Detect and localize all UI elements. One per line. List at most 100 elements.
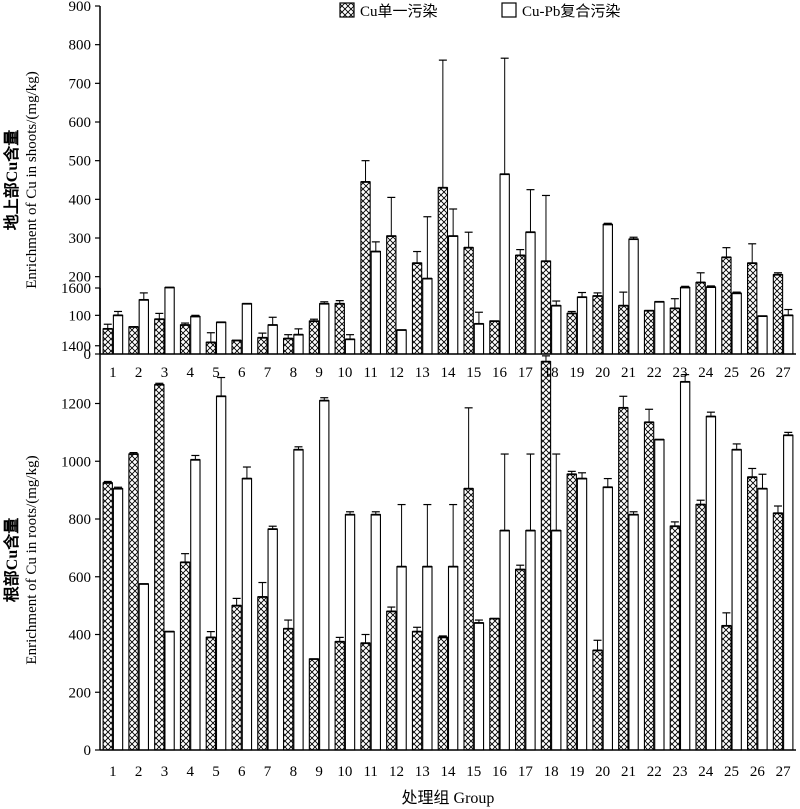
roots-x-tick-label: 22 bbox=[647, 764, 662, 780]
shoots-bar-cu-pb-2 bbox=[138, 299, 149, 355]
roots-bar-cu-single-23 bbox=[669, 525, 681, 751]
shoots-bar-cu-single-23 bbox=[669, 307, 681, 355]
roots-x-tick-label: 26 bbox=[750, 764, 766, 780]
shoots-bar-cu-single-5 bbox=[205, 341, 217, 355]
roots-bar-cu-pb-4 bbox=[190, 459, 201, 751]
roots-bar-cu-single-17 bbox=[515, 568, 526, 751]
roots-x-tick-label: 18 bbox=[544, 764, 559, 780]
roots-x-tick-label: 23 bbox=[673, 764, 688, 780]
roots-bar-cu-single-16 bbox=[489, 618, 500, 751]
roots-bar-cu-single-15 bbox=[463, 488, 474, 751]
roots-x-tick-label: 11 bbox=[363, 764, 377, 780]
roots-bar-cu-pb-20 bbox=[602, 486, 613, 751]
roots-x-tick-label: 2 bbox=[135, 764, 143, 780]
shoots-x-tick-label: 12 bbox=[389, 365, 404, 381]
shoots-bar-cu-single-19 bbox=[566, 312, 577, 355]
shoots-x-tick-label: 1 bbox=[109, 365, 117, 381]
shoots-x-tick-label: 26 bbox=[750, 365, 766, 381]
roots-x-tick-label: 27 bbox=[776, 764, 792, 780]
roots-bar-cu-pb-23 bbox=[679, 381, 691, 751]
shoots-bar-cu-pb-14 bbox=[447, 235, 459, 355]
roots-x-axis-ticks: 1 2 3 4 5 6 7 8 9 10 11 12 13 14 15 16 17 18 19 20 21 22 23 24 2… bbox=[109, 764, 791, 780]
shoots-bar-cu-single-10 bbox=[334, 303, 345, 355]
shoots-bar-cu-single-8 bbox=[283, 337, 294, 355]
roots-bar-cu-single-22 bbox=[643, 421, 655, 751]
roots-bar-cu-single-25 bbox=[721, 625, 732, 751]
roots-bar-cu-pb-11 bbox=[370, 514, 381, 751]
roots-bar-cu-pb-9 bbox=[319, 400, 330, 751]
roots-bar-cu-pb-15 bbox=[473, 622, 485, 751]
shoots-bar-cu-pb-15 bbox=[473, 323, 485, 355]
shoots-bar-cu-pb-7 bbox=[267, 324, 278, 355]
roots-x-tick-label: 25 bbox=[724, 764, 739, 780]
shoots-bar-cu-single-14 bbox=[437, 187, 449, 355]
shoots-bar-cu-single-6 bbox=[231, 339, 242, 355]
shoots-x-tick-label: 19 bbox=[569, 365, 584, 381]
shoots-y-label-en: Enrichment of Cu in shoots/(mg/kg) bbox=[24, 71, 40, 288]
roots-bar-cu-pb-27 bbox=[783, 434, 794, 751]
shoots-y-tick-label: 600 bbox=[69, 115, 92, 131]
shoots-y-tick-label: 900 bbox=[69, 0, 92, 15]
shoots-bar-cu-pb-21 bbox=[628, 238, 639, 355]
roots-bar-cu-pb-8 bbox=[293, 449, 304, 751]
roots-x-tick-label: 15 bbox=[466, 764, 481, 780]
shoots-bar-cu-pb-16 bbox=[499, 173, 510, 355]
shoots-x-tick-label: 21 bbox=[621, 365, 636, 381]
shoots-x-tick-label: 17 bbox=[518, 365, 534, 381]
shoots-bar-cu-pb-22 bbox=[654, 301, 665, 355]
roots-bar-cu-pb-24 bbox=[705, 415, 717, 751]
shoots-bar-cu-single-2 bbox=[128, 326, 139, 355]
roots-bar-cu-pb-2 bbox=[138, 583, 149, 751]
roots-bar-cu-pb-10 bbox=[344, 514, 356, 751]
roots-bar-cu-single-18 bbox=[540, 361, 552, 751]
shoots-y-tick-label: 400 bbox=[69, 192, 92, 208]
shoots-bar-cu-single-7 bbox=[257, 337, 268, 355]
shoots-bar-cu-single-1 bbox=[102, 328, 113, 355]
legend-label-cu-pb: Cu-Pb复合污染 bbox=[522, 2, 620, 20]
roots-x-tick-label: 21 bbox=[621, 764, 636, 780]
roots-bar-cu-pb-12 bbox=[396, 566, 407, 751]
roots-x-tick-label: 14 bbox=[441, 764, 457, 780]
shoots-bar-cu-pb-9 bbox=[319, 303, 330, 355]
roots-bar-cu-single-27 bbox=[772, 512, 784, 751]
roots-x-tick-label: 8 bbox=[290, 764, 298, 780]
roots-y-tick-label: 1600 bbox=[61, 281, 91, 297]
shoots-x-tick-label: 16 bbox=[492, 365, 508, 381]
roots-y-tick-label: 800 bbox=[69, 512, 92, 528]
shoots-x-tick-label: 9 bbox=[315, 365, 323, 381]
roots-bar-cu-pb-22 bbox=[654, 439, 665, 751]
roots-bar-cu-single-13 bbox=[411, 631, 423, 751]
shoots-bar-cu-pb-10 bbox=[344, 338, 356, 355]
shoots-bar-cu-single-15 bbox=[463, 247, 474, 355]
shoots-bar-cu-single-9 bbox=[308, 320, 320, 355]
shoots-bar-cu-single-21 bbox=[618, 305, 629, 355]
shoots-y-tick-label: 100 bbox=[69, 308, 92, 324]
shoots-bar-cu-single-25 bbox=[721, 256, 732, 355]
roots-bar-cu-pb-3 bbox=[164, 631, 175, 751]
roots-bar-cu-pb-21 bbox=[628, 514, 639, 751]
shoots-bar-cu-pb-19 bbox=[576, 296, 588, 355]
shoots-bar-cu-single-13 bbox=[411, 262, 423, 355]
roots-bar-cu-single-9 bbox=[308, 658, 320, 751]
roots-bars bbox=[102, 355, 794, 751]
roots-bar-cu-single-1 bbox=[102, 482, 113, 751]
roots-bar-cu-single-14 bbox=[437, 636, 449, 751]
shoots-bar-cu-single-4 bbox=[179, 324, 191, 355]
roots-x-tick-label: 24 bbox=[698, 764, 714, 780]
roots-bar-cu-single-6 bbox=[231, 605, 242, 751]
roots-bar-cu-single-3 bbox=[154, 384, 165, 751]
roots-bar-cu-pb-16 bbox=[499, 529, 510, 751]
roots-x-tick-label: 10 bbox=[337, 764, 352, 780]
roots-bar-cu-pb-6 bbox=[241, 478, 253, 751]
shoots-x-tick-label: 2 bbox=[135, 365, 143, 381]
shoots-y-label-cn: 地上部Cu含量 bbox=[2, 130, 21, 230]
roots-x-tick-label: 13 bbox=[415, 764, 430, 780]
roots-x-tick-label: 5 bbox=[212, 764, 220, 780]
shoots-x-tick-label: 3 bbox=[161, 365, 169, 381]
shoots-x-axis-ticks: 1234567891011121314151617181920212223242… bbox=[109, 365, 791, 381]
shoots-x-tick-label: 5 bbox=[212, 365, 220, 381]
shoots-bar-cu-single-12 bbox=[386, 235, 397, 355]
